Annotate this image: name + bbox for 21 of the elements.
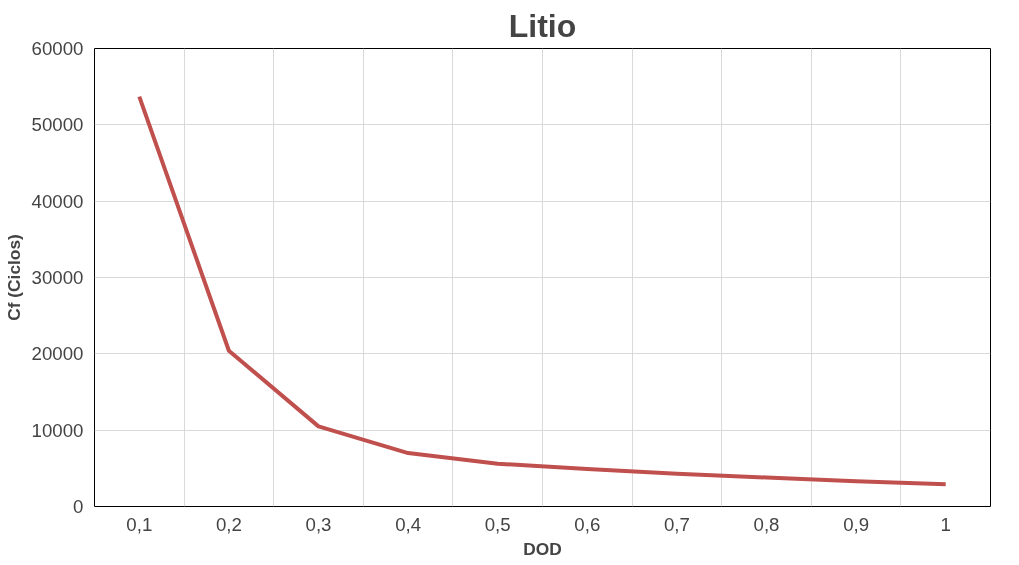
y-axis-title: Cf (Ciclos) — [3, 234, 24, 321]
y-tick-label: 60000 — [31, 38, 84, 59]
x-tick-label: 0,8 — [753, 513, 780, 535]
y-tick-label: 40000 — [31, 190, 84, 212]
line-series — [137, 94, 948, 487]
x-tick-label: 0,9 — [843, 513, 870, 535]
y-tick-label: 10000 — [31, 419, 84, 441]
y-tick-label: 0 — [73, 496, 84, 517]
x-tick-label: 0,3 — [305, 513, 332, 535]
y-tick-label: 50000 — [31, 114, 84, 136]
x-tick-label: 1 — [940, 513, 951, 535]
x-tick-label: 0,6 — [574, 513, 601, 535]
x-tick-label: 0,7 — [663, 513, 690, 535]
x-tick-label: 0,2 — [215, 513, 242, 535]
chart-title: Litio — [508, 7, 577, 44]
x-tick-label: 0,1 — [126, 513, 153, 535]
y-tick-label: 20000 — [31, 343, 84, 365]
y-tick-label: 30000 — [31, 267, 84, 288]
x-tick-label: 0,5 — [484, 513, 511, 535]
x-tick-label: 0,4 — [395, 513, 422, 535]
x-axis-title: DOD — [523, 538, 562, 559]
